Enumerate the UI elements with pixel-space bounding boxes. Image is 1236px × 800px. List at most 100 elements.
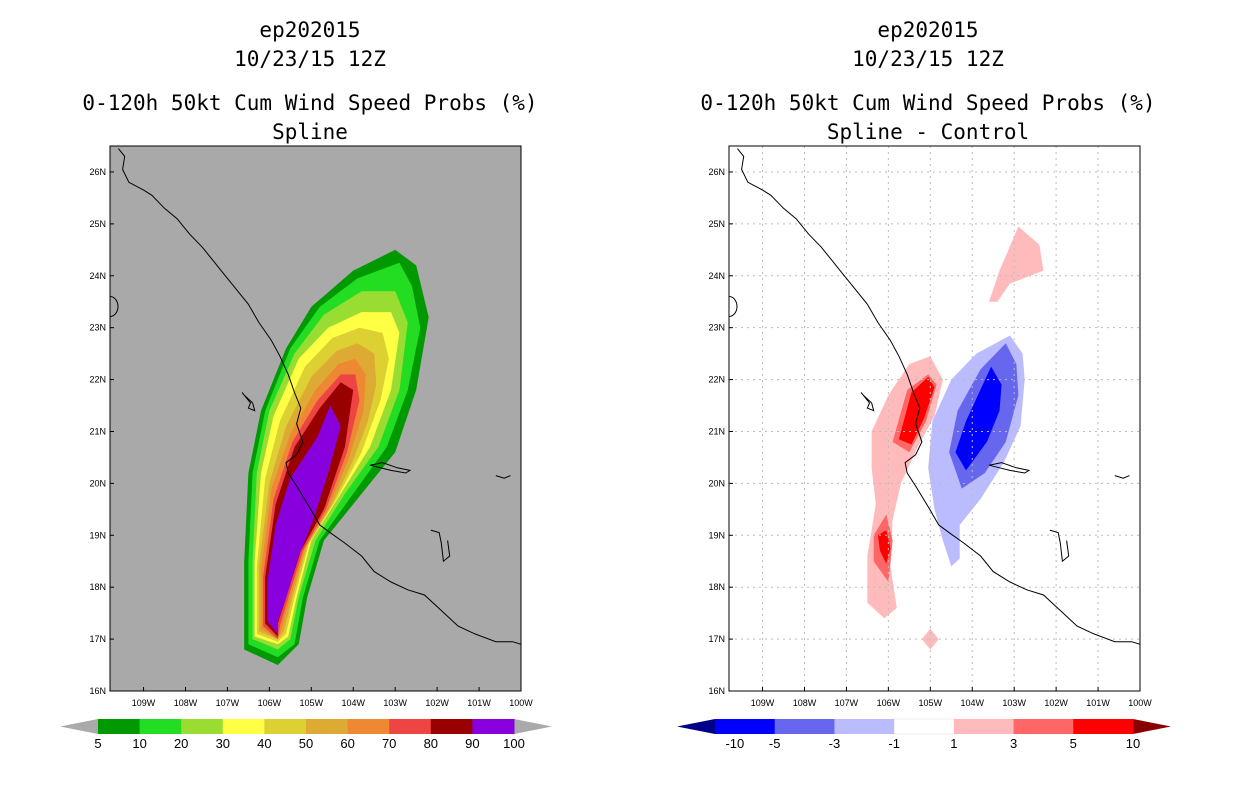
x-tick-label: 100W [1128, 698, 1152, 708]
y-tick-label: 25N [89, 219, 106, 229]
colorbar-swatch [953, 719, 1015, 734]
colorbar-low-arrow [60, 719, 98, 734]
colorbar-level-label: 80 [424, 736, 438, 751]
y-tick-label: 24N [89, 271, 106, 281]
x-tick-label: 101W [467, 698, 491, 708]
y-tick-label: 20N [89, 478, 106, 488]
colorbar-swatch [306, 719, 349, 734]
colorbar-level-label: 5 [1070, 736, 1077, 751]
right-chart-subtitle: Spline - Control [826, 120, 1030, 144]
island-outline-3 [1114, 475, 1130, 479]
coastline [118, 148, 521, 645]
y-tick-label: 18N [89, 582, 106, 592]
colorbar-level-label: 60 [340, 736, 354, 751]
x-tick-label: 105W [919, 698, 943, 708]
colorbar-level-label: -3 [829, 736, 841, 751]
right-map-panel: 109W 108W 107W 106W 105W 104W 103W 102W 101W 100W… [708, 145, 1152, 708]
colorbar-swatch [389, 719, 432, 734]
x-tick-label: 109W [751, 698, 775, 708]
x-tick-label: 109W [132, 698, 156, 708]
y-tick-label: 19N [89, 530, 106, 540]
island-outline-2 [430, 529, 451, 563]
y-tick-label: 21N [708, 426, 725, 436]
y-tick-label: 17N [708, 634, 725, 644]
x-tick-label: 104W [960, 698, 984, 708]
colorbar-swatch [139, 719, 182, 734]
right-valid-time: 10/23/15 12Z [852, 47, 1004, 71]
x-tick-label: 107W [216, 698, 240, 708]
y-tick-label: 23N [89, 323, 106, 333]
colorbar-level-label: 30 [216, 736, 230, 751]
right-colorbar: -10 -5 -3 -1 1 3 5 10 [677, 718, 1171, 751]
colorbar-swatch [430, 719, 473, 734]
colorbar-swatch [1073, 719, 1134, 734]
left-storm-id: ep202015 [259, 18, 361, 42]
y-tick-label: 26N [708, 167, 725, 177]
colorbar-high-arrow [514, 719, 552, 734]
colorbar-swatch [347, 719, 390, 734]
island-outline-1 [369, 462, 412, 474]
coastline [737, 148, 1140, 645]
y-tick-label: 23N [708, 323, 725, 333]
island-outline-1 [988, 462, 1031, 474]
left-map-content [110, 148, 521, 666]
island-outline-3 [495, 475, 511, 479]
x-tick-label: 106W [877, 698, 901, 708]
x-tick-label: 101W [1086, 698, 1110, 708]
colorbar-level-label: 70 [382, 736, 396, 751]
island-outline-0 [860, 392, 875, 412]
x-tick-label: 104W [341, 698, 365, 708]
y-tick-label: 25N [708, 219, 725, 229]
colorbar-level-label: 10 [132, 736, 146, 751]
x-tick-label: 107W [835, 698, 859, 708]
y-tick-label: 17N [89, 634, 106, 644]
right-chart-title: 0-120h 50kt Cum Wind Speed Probs (%) [700, 91, 1156, 115]
y-tick-label: 16N [708, 686, 725, 696]
colorbar-level-label: 20 [174, 736, 188, 751]
right-map-frame [728, 145, 1141, 692]
y-tick-label: 22N [89, 375, 106, 385]
y-tick-label: 20N [708, 478, 725, 488]
colorbar-level-label: -10 [725, 736, 744, 751]
colorbar-level-label: 90 [465, 736, 479, 751]
colorbar-swatch [893, 718, 955, 735]
left-chart-title: 0-120h 50kt Cum Wind Speed Probs (%) [82, 91, 538, 115]
colorbar-level-label: 1 [950, 736, 957, 751]
difference-area-positive-4 [877, 530, 891, 564]
colorbar-swatch [834, 719, 895, 734]
x-tick-label: 102W [1044, 698, 1068, 708]
left-map-panel: 109W 108W 107W 106W 105W 104W 103W 102W 101W 100W… [89, 145, 533, 708]
island-outline-0 [241, 392, 256, 412]
colorbar-level-label: 3 [1010, 736, 1017, 751]
colorbar-low-arrow [677, 719, 715, 734]
probability-band-90 [267, 405, 341, 634]
y-tick-label: 24N [708, 271, 725, 281]
colorbar-swatch [222, 719, 265, 734]
colorbar-level-label: 40 [257, 736, 271, 751]
colorbar-level-label: 5 [94, 736, 101, 751]
edge-coast-arc [110, 296, 119, 318]
x-tick-label: 108W [793, 698, 817, 708]
difference-area-positive-3 [898, 377, 935, 445]
y-tick-label: 21N [89, 426, 106, 436]
x-tick-label: 103W [1002, 698, 1026, 708]
x-tick-label: 108W [174, 698, 198, 708]
x-tick-label: 103W [383, 698, 407, 708]
colorbar-level-label: 50 [299, 736, 313, 751]
colorbar-swatch [715, 719, 776, 734]
x-tick-label: 102W [425, 698, 449, 708]
left-map-frame [109, 145, 522, 692]
edge-coast-arc [729, 296, 738, 318]
colorbar-swatch [181, 719, 224, 734]
y-tick-label: 19N [708, 530, 725, 540]
difference-area-positive-5 [989, 226, 1044, 302]
island-outline-2 [1049, 529, 1070, 563]
difference-area-negative-9 [955, 366, 1002, 471]
left-chart-subtitle: Spline [272, 120, 348, 144]
y-tick-label: 22N [708, 375, 725, 385]
left-colorbar: 5 10 20 30 40 50 60 70 80 90 100 [60, 719, 552, 751]
x-tick-label: 105W [300, 698, 324, 708]
colorbar-swatch [1013, 719, 1074, 734]
y-tick-label: 18N [708, 582, 725, 592]
colorbar-level-label: 10 [1126, 736, 1140, 751]
